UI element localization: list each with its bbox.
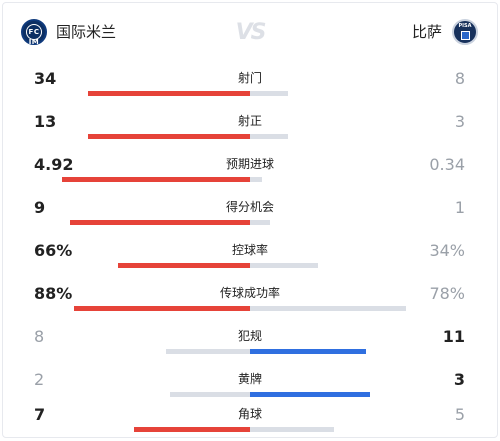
home-value: 88% (34, 284, 73, 303)
away-value: 1 (454, 198, 465, 217)
stat-row-yellow-cards: 2 黄牌 3 (0, 363, 500, 406)
home-value: 4.92 (34, 155, 74, 174)
home-bar (88, 134, 250, 139)
stat-label: 犯规 (237, 329, 262, 343)
away-value: 3 (454, 112, 465, 131)
away-bar (250, 177, 262, 182)
home-value: 66% (34, 241, 73, 260)
away-bar (250, 306, 406, 311)
stat-label: 预期进球 (225, 157, 274, 171)
away-bar (250, 392, 370, 397)
home-bar (74, 306, 250, 311)
stat-label: 射门 (237, 71, 262, 85)
away-bar (250, 91, 288, 96)
stat-row-pass-accuracy: 88% 传球成功率 78% (0, 277, 500, 320)
stat-row-fouls: 8 犯规 11 (0, 320, 500, 363)
home-bar (170, 392, 250, 397)
home-value: 13 (34, 112, 57, 131)
stat-row-possession: 66% 控球率 34% (0, 234, 500, 277)
home-value: 9 (34, 198, 46, 217)
away-value: 78% (429, 284, 465, 303)
away-value: 0.34 (429, 155, 465, 174)
away-bar (250, 349, 366, 354)
home-team-logo-icon: FC IM (21, 19, 47, 46)
home-team-name: 国际米兰 (56, 23, 117, 41)
stat-label: 角球 (237, 407, 262, 421)
away-bar (250, 220, 270, 225)
away-team-logo-shield (461, 31, 470, 40)
away-team-logo-text: PISA (458, 23, 472, 29)
away-team-name: 比萨 (411, 23, 442, 41)
stat-row-shots-on-target: 13 射正 3 (0, 105, 500, 148)
home-bar (118, 263, 250, 268)
away-value: 3 (453, 370, 465, 389)
stat-row-corners: 7 角球 5 (0, 398, 500, 441)
home-bar (70, 220, 250, 225)
home-value: 8 (34, 327, 45, 346)
away-value: 34% (429, 241, 465, 260)
stat-row-big-chances: 9 得分机会 1 (0, 191, 500, 234)
away-bar (250, 427, 334, 432)
away-value: 8 (454, 69, 465, 88)
away-bar (250, 134, 288, 139)
away-value: 11 (442, 327, 465, 346)
home-bar (166, 349, 250, 354)
home-value: 34 (34, 69, 57, 88)
home-value: 2 (34, 370, 45, 389)
home-team-logo-text: FC IM (28, 28, 40, 46)
home-bar (134, 427, 250, 432)
stat-label: 传球成功率 (219, 286, 280, 300)
stat-row-shots: 34 射门 8 (0, 62, 500, 105)
stat-label: 射正 (237, 114, 262, 128)
away-team-logo-icon: PISA (452, 19, 478, 45)
home-bar (62, 177, 250, 182)
stat-label: 黄牌 (237, 372, 262, 386)
vs-mark: VS (235, 20, 267, 45)
stat-label: 得分机会 (225, 200, 274, 214)
match-header: FC IM 国际米兰 VS 比萨 PISA (0, 0, 500, 58)
home-bar (88, 91, 250, 96)
away-value: 5 (454, 405, 465, 424)
away-bar (250, 263, 318, 268)
stat-label: 控球率 (231, 243, 268, 257)
home-value: 7 (34, 405, 46, 424)
home-team-logo-ring (26, 24, 42, 40)
stat-row-expected-goals: 4.92 预期进球 0.34 (0, 148, 500, 191)
